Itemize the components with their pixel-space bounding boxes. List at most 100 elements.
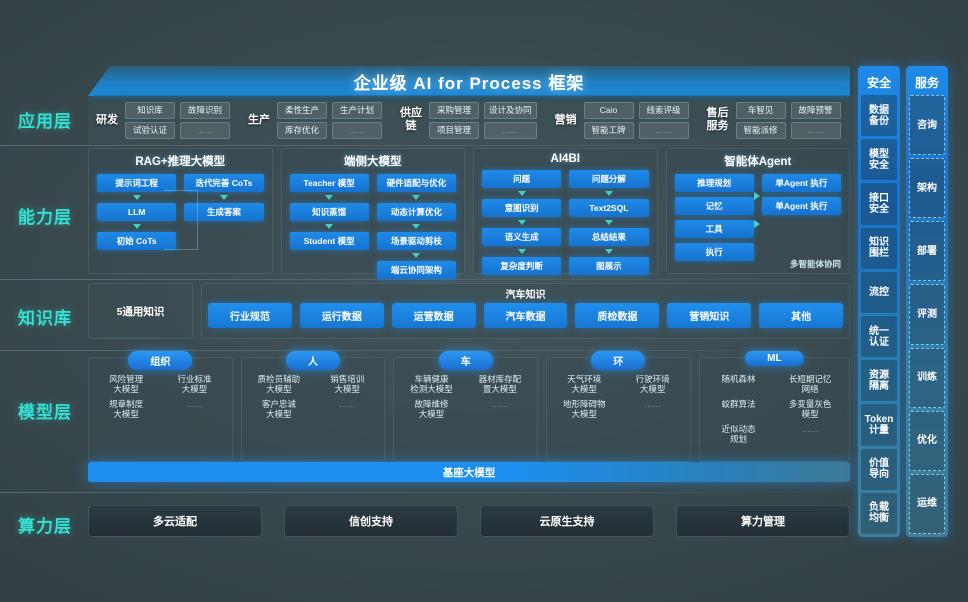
capability-node[interactable]: 单Agent 执行 [761, 197, 841, 215]
security-item[interactable]: 数据 备份 [861, 95, 897, 137]
capability-node[interactable]: 工具 [674, 220, 754, 238]
service-item[interactable]: 优化 [909, 410, 945, 471]
capability-node[interactable]: 迭代完善 CoTs [184, 174, 264, 192]
capability-node[interactable]: 问题分解 [569, 170, 649, 188]
capability-node[interactable]: 记忆 [674, 197, 754, 215]
capability-node[interactable]: 端云协同架构 [376, 261, 456, 279]
service-item[interactable]: 评测 [909, 284, 945, 345]
capability-node[interactable]: 硬件适配与优化 [376, 174, 456, 192]
compute-chip[interactable]: 多云适配 [88, 505, 262, 537]
application-chip[interactable]: 线索评级 [638, 101, 689, 119]
service-item[interactable]: 部署 [909, 221, 945, 282]
application-chip[interactable]: 知识库 [125, 101, 175, 119]
capability-node[interactable]: 总结结果 [569, 228, 649, 246]
model-item[interactable]: 故障维修 大模型 [414, 399, 449, 419]
model-item[interactable]: 长短期记忆 网络 [788, 374, 832, 394]
service-item[interactable]: 训练 [909, 347, 945, 408]
knowledge-chip[interactable]: 行业规范 [208, 303, 292, 328]
capability-left-column: 问题意图识别语义生成复杂度判断 [482, 170, 562, 275]
application-chip[interactable]: …… [638, 121, 689, 139]
application-chip[interactable]: …… [180, 121, 230, 139]
service-item[interactable]: 架构 [909, 158, 945, 219]
application-chip[interactable]: 故障识别 [180, 101, 230, 119]
capability-node[interactable]: 语义生成 [482, 228, 562, 246]
general-knowledge-box[interactable]: 5通用知识 [88, 283, 193, 339]
application-chip[interactable]: 项目管理 [429, 121, 479, 139]
model-item[interactable]: 行业标准 大模型 [177, 374, 212, 394]
application-chip[interactable]: 柔性生产 [277, 101, 327, 119]
model-item[interactable]: 行驶环境 大模型 [635, 374, 670, 394]
capability-node[interactable]: Teacher 模型 [289, 174, 369, 192]
security-item[interactable]: 接口 安全 [861, 183, 897, 225]
knowledge-chip[interactable]: 其他 [759, 303, 844, 328]
security-item[interactable]: Token 计量 [861, 404, 897, 446]
model-item[interactable]: 销售培训 大模型 [330, 374, 365, 394]
model-item[interactable]: 规章制度 大模型 [109, 399, 144, 419]
capability-node[interactable]: 动态计算优化 [376, 203, 456, 221]
model-item[interactable]: …… [491, 399, 509, 409]
compute-chip[interactable]: 云原生支持 [480, 505, 654, 537]
model-item[interactable]: …… [644, 399, 662, 409]
capability-node[interactable]: Student 模型 [289, 232, 369, 250]
model-item[interactable]: 随机森林 [721, 374, 756, 384]
capability-node[interactable]: 初始 CoTs [97, 232, 177, 250]
model-item[interactable]: …… [338, 399, 356, 409]
security-item[interactable]: 统一 认证 [861, 316, 897, 358]
capability-node[interactable]: 意图识别 [482, 199, 562, 217]
model-item[interactable]: 风险管理 大模型 [109, 374, 144, 394]
application-chip[interactable]: 智能派修 [735, 121, 786, 139]
knowledge-chip[interactable]: 运行数据 [299, 303, 384, 328]
application-chip[interactable]: 智能工牌 [583, 121, 634, 139]
service-item[interactable]: 咨询 [909, 95, 945, 156]
capability-node[interactable]: 推理规划 [674, 174, 754, 192]
application-chip[interactable]: 库存优化 [277, 121, 327, 139]
service-item[interactable]: 运维 [909, 473, 945, 534]
model-item[interactable]: 多变量灰色 模型 [788, 399, 832, 419]
capability-node[interactable]: 图展示 [569, 257, 649, 275]
security-item[interactable]: 模型 安全 [861, 139, 897, 181]
knowledge-chip-list: 行业规范 运行数据 运营数据 汽车数据 质检数据 营销知识 其他 [208, 303, 844, 328]
knowledge-chip[interactable]: 运营数据 [391, 303, 476, 328]
model-item[interactable]: 地形障碍物 大模型 [562, 399, 606, 419]
capability-node[interactable]: 单Agent 执行 [761, 174, 841, 192]
application-chip[interactable]: …… [484, 121, 537, 139]
compute-chip[interactable]: 算力管理 [676, 505, 850, 537]
application-chip[interactable]: 试验认证 [125, 121, 175, 139]
capability-node[interactable]: 场景驱动剪枝 [376, 232, 456, 250]
model-item[interactable]: 质检员辅助 大模型 [257, 374, 301, 394]
application-chip[interactable]: 采购管理 [429, 101, 479, 119]
model-item[interactable]: …… [801, 424, 819, 434]
security-item[interactable]: 价值 导向 [861, 448, 897, 490]
capability-node[interactable]: Text2SQL [569, 199, 649, 217]
capability-node[interactable]: 生成答案 [184, 203, 264, 221]
application-chip[interactable]: 车智见 [735, 101, 786, 119]
model-item[interactable]: 器材库存配 置大模型 [478, 374, 522, 394]
compute-chip[interactable]: 信创支持 [284, 505, 458, 537]
model-item[interactable]: …… [186, 399, 204, 409]
application-chip[interactable]: 设计及协同 [484, 101, 537, 119]
security-item[interactable]: 流控 [861, 271, 897, 314]
model-item[interactable]: 蚁群算法 [721, 399, 756, 409]
model-item[interactable]: 车辆健康 检测大模型 [410, 374, 453, 394]
knowledge-chip[interactable]: 质检数据 [575, 303, 660, 328]
knowledge-chip[interactable]: 汽车数据 [483, 303, 568, 328]
application-chip[interactable]: …… [790, 121, 841, 139]
capability-node[interactable]: 提示词工程 [97, 174, 177, 192]
knowledge-chip[interactable]: 营销知识 [667, 303, 752, 328]
capability-node[interactable]: 执行 [674, 243, 754, 261]
foundation-model-bar[interactable]: 基座大模型 [88, 462, 850, 482]
model-item[interactable]: 客户忠诚 大模型 [261, 399, 296, 419]
security-item[interactable]: 负载 均衡 [861, 492, 897, 535]
security-item[interactable]: 资源 隔离 [861, 360, 897, 402]
capability-node[interactable]: 知识蒸馏 [289, 203, 369, 221]
capability-node[interactable]: LLM [97, 203, 177, 221]
model-item[interactable]: 天气环境 大模型 [567, 374, 602, 394]
application-chip[interactable]: 故障预警 [790, 101, 841, 119]
application-chip[interactable]: 生产计划 [332, 101, 382, 119]
model-item[interactable]: 近似动态 规划 [721, 424, 756, 444]
application-chip[interactable]: …… [332, 121, 382, 139]
capability-node[interactable]: 问题 [482, 170, 562, 188]
security-item[interactable]: 知识 围栏 [861, 227, 897, 269]
application-chip[interactable]: Caio [583, 101, 634, 119]
capability-node[interactable]: 复杂度判断 [482, 257, 562, 275]
